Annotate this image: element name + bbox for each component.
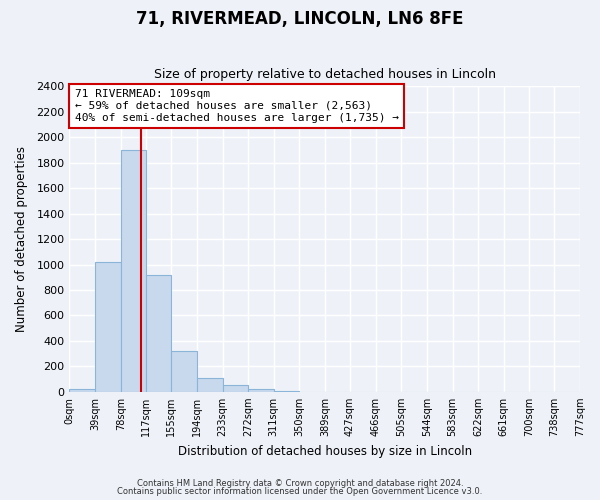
Text: Contains public sector information licensed under the Open Government Licence v3: Contains public sector information licen…: [118, 487, 482, 496]
Bar: [171, 351, 197, 392]
Text: 71, RIVERMEAD, LINCOLN, LN6 8FE: 71, RIVERMEAD, LINCOLN, LN6 8FE: [136, 10, 464, 28]
Text: Contains HM Land Registry data © Crown copyright and database right 2024.: Contains HM Land Registry data © Crown c…: [137, 478, 463, 488]
Bar: [121, 150, 146, 392]
Bar: [197, 378, 223, 392]
X-axis label: Distribution of detached houses by size in Lincoln: Distribution of detached houses by size …: [178, 444, 472, 458]
Title: Size of property relative to detached houses in Lincoln: Size of property relative to detached ho…: [154, 68, 496, 81]
Bar: [95, 262, 121, 392]
Bar: [248, 390, 274, 392]
Text: 71 RIVERMEAD: 109sqm
← 59% of detached houses are smaller (2,563)
40% of semi-de: 71 RIVERMEAD: 109sqm ← 59% of detached h…: [74, 90, 398, 122]
Y-axis label: Number of detached properties: Number of detached properties: [15, 146, 28, 332]
Bar: [70, 390, 95, 392]
Bar: [274, 391, 299, 392]
Bar: [223, 386, 248, 392]
Bar: [146, 274, 171, 392]
